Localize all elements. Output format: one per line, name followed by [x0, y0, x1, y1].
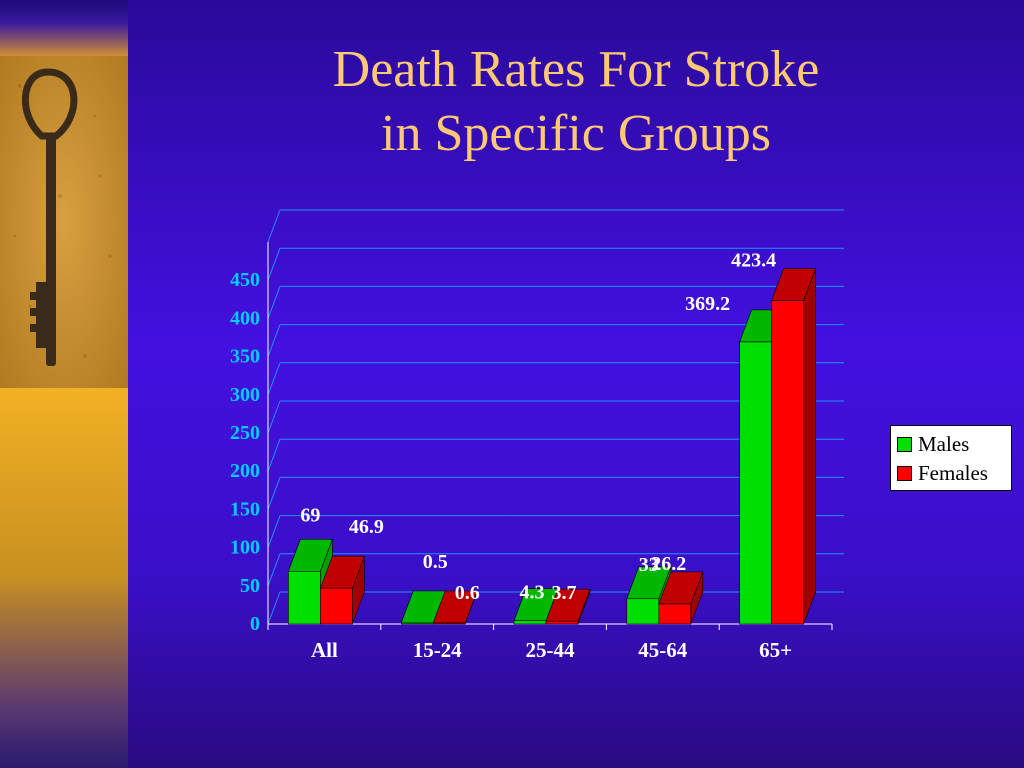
title-line-1: Death Rates For Stroke [332, 41, 820, 98]
y-tick-label: 100 [230, 537, 260, 559]
grid-diag [267, 400, 281, 434]
data-label-females: 3.7 [552, 582, 577, 604]
grid-diag [267, 477, 281, 510]
bar-females-65+ [771, 300, 804, 625]
data-label-males: 69 [300, 504, 320, 526]
x-tick-label: 45-64 [638, 638, 687, 662]
data-label-males: 369.2 [685, 293, 730, 315]
slide-title: Death Rates For Stroke in Specific Group… [128, 38, 1024, 166]
grid-diag [267, 553, 281, 586]
data-label-males: 0.5 [423, 551, 448, 573]
grid-diag [267, 209, 281, 243]
legend-item-females: Females [897, 459, 1005, 488]
data-label-males: 33 [639, 554, 659, 576]
x-tick-label: 15-24 [413, 638, 462, 662]
y-tick-label: 200 [230, 460, 260, 482]
data-label-males: 4.3 [520, 582, 545, 604]
grid-diag [267, 439, 281, 472]
legend-swatch-males [897, 437, 912, 452]
y-tick-label: 350 [230, 346, 260, 368]
x-tick-label: 25-44 [526, 638, 575, 662]
legend-label-females: Females [918, 461, 988, 485]
data-label-females: 423.4 [731, 250, 776, 272]
y-tick-label: 0 [250, 613, 260, 635]
data-label-females: 26.2 [651, 553, 686, 575]
bar-females-15-24 [432, 622, 466, 625]
y-tick-label: 300 [230, 384, 260, 406]
grid-diag [267, 324, 281, 357]
y-tick-label: 400 [230, 307, 260, 329]
bar-side-females [803, 268, 816, 625]
antique-key-image [0, 56, 128, 388]
grid-diag [267, 591, 281, 625]
x-tick-label: 65+ [759, 638, 792, 662]
bar-females-45-64 [658, 603, 692, 625]
bar-males-65+ [739, 341, 772, 625]
data-label-females: 0.6 [455, 582, 480, 604]
chart-legend: Males Females [890, 425, 1012, 491]
legend-swatch-females [897, 466, 912, 481]
y-tick-label: 50 [240, 575, 260, 597]
decorative-sidebar [0, 0, 128, 768]
y-tick-label: 450 [230, 269, 260, 291]
grid-diag [267, 362, 281, 395]
bar-females-All [320, 587, 353, 625]
legend-label-males: Males [918, 432, 970, 456]
bar-males-25-44 [513, 620, 547, 625]
bar-males-All [288, 570, 321, 625]
bar-males-15-24 [400, 622, 434, 625]
grid-diag [267, 248, 281, 281]
x-tick-label: All [311, 638, 338, 662]
grid-diag [267, 286, 281, 319]
legend-item-males: Males [897, 430, 1005, 459]
title-line-2: in Specific Groups [381, 105, 771, 162]
grid-diag [267, 515, 281, 548]
bar-males-45-64 [626, 598, 660, 625]
y-tick-label: 250 [230, 422, 260, 444]
y-tick-label: 150 [230, 498, 260, 520]
data-label-females: 46.9 [349, 516, 384, 538]
bar-females-25-44 [545, 620, 579, 625]
